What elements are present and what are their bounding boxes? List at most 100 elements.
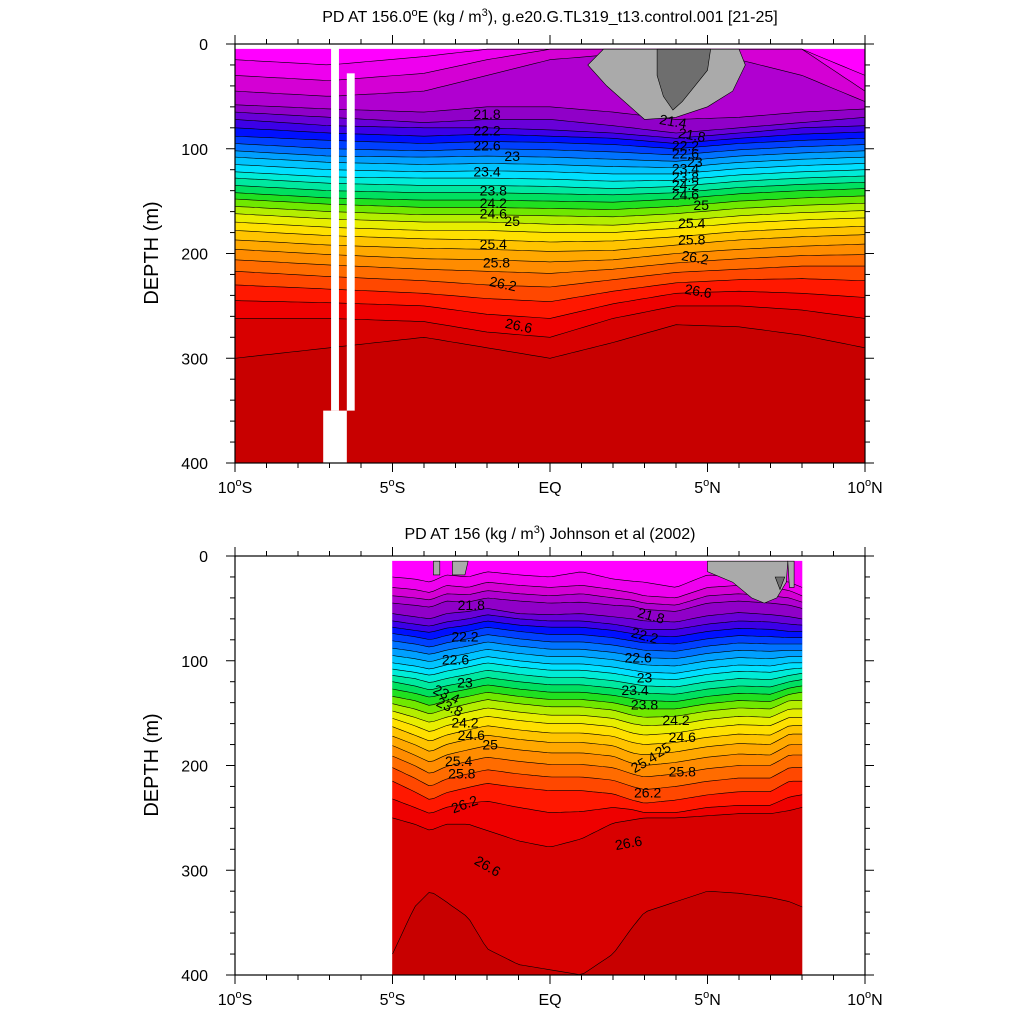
hemisphere: N <box>709 992 721 1009</box>
contour-line <box>234 217 866 233</box>
contour-label: 21.8 <box>636 604 667 627</box>
contour-line <box>392 754 802 778</box>
contour-label: 22.6 <box>625 649 652 665</box>
contour-line <box>234 163 866 175</box>
contour-line <box>392 707 802 726</box>
contour-line <box>392 656 802 674</box>
contour-line <box>234 143 866 156</box>
contour-line <box>392 634 802 652</box>
contour-label: 24.2 <box>451 714 478 730</box>
contour-label: 25 <box>504 213 520 229</box>
contour-line <box>392 691 803 710</box>
contour-label: 24.6 <box>669 729 696 745</box>
hemisphere: S <box>242 992 253 1009</box>
x-tick-label: 10oN <box>847 989 882 1009</box>
y-tick-label: 0 <box>199 549 208 566</box>
contour-label: 23.8 <box>672 169 699 185</box>
contour-line <box>392 794 803 814</box>
contour-label: 22.2 <box>473 123 500 139</box>
contour-label: 26.6 <box>504 315 534 336</box>
contour-label: 25.8 <box>483 255 510 271</box>
contour-line <box>392 807 803 848</box>
chart-title: PD AT 156.0oE (kg / m3), g.e20.G.TL319_t… <box>322 7 777 26</box>
y-tick-label: 0 <box>199 37 208 54</box>
hemisphere: N <box>871 480 883 497</box>
contour-label: 25.8 <box>678 232 705 248</box>
contour-label: 24.6 <box>672 187 699 203</box>
y-tick-label: 200 <box>181 759 208 776</box>
contour-line <box>234 111 866 134</box>
contour-label: 24.2 <box>662 712 689 728</box>
contour-line <box>234 254 866 274</box>
y-tick-label: 400 <box>181 968 208 985</box>
contour-label: 25.4 <box>480 236 507 252</box>
contour-label: 22.2 <box>630 624 661 647</box>
contour-line <box>392 581 803 599</box>
contour-label: 22.2 <box>451 628 478 644</box>
contour-label: 25.4 <box>445 753 472 769</box>
missing-data-mask <box>331 44 339 411</box>
x-tick-number: EQ <box>538 480 561 497</box>
contour-label: 26.2 <box>488 273 518 294</box>
contour-line <box>392 744 802 766</box>
contour-label: 23 <box>637 669 653 685</box>
x-tick-number: 5 <box>694 992 703 1009</box>
contour-label: 26.6 <box>614 833 644 854</box>
hemisphere: N <box>709 480 721 497</box>
contour-line <box>392 662 803 680</box>
y-axis-label: DEPTH (m) <box>141 201 163 304</box>
x-tick-number: EQ <box>538 992 561 1009</box>
contour-line <box>234 48 866 92</box>
land-mask <box>707 560 789 604</box>
contour-label: 22.6 <box>442 651 469 667</box>
y-tick-label: 300 <box>181 351 208 368</box>
contour-line <box>234 127 866 144</box>
contour-line <box>234 243 866 263</box>
degree-sign: o <box>865 989 871 1001</box>
y-tick-label: 200 <box>181 247 208 264</box>
contour-line <box>234 202 866 218</box>
contour-line <box>392 627 802 645</box>
x-tick-number: 5 <box>694 480 703 497</box>
contour-line <box>234 188 866 203</box>
contour-label: 23 <box>687 154 703 170</box>
contour-label: 23 <box>457 674 473 690</box>
contour-label: 23.8 <box>631 696 658 712</box>
x-tick-label: EQ <box>538 480 561 497</box>
land-mask <box>433 560 441 576</box>
contour-line <box>234 182 866 196</box>
land-mask-dark <box>656 48 711 111</box>
y-tick-label: 100 <box>181 142 208 159</box>
y-tick-label: 100 <box>181 654 208 671</box>
contour-line <box>392 590 803 606</box>
contour-line <box>392 725 802 745</box>
x-tick-number: 5 <box>380 480 389 497</box>
contour-line <box>234 195 866 210</box>
hemisphere: N <box>871 992 883 1009</box>
contour-label: 25 <box>693 197 709 213</box>
hemisphere: S <box>395 992 406 1009</box>
contour-label: 21.4 <box>658 111 688 132</box>
land-mask <box>452 560 469 576</box>
contour-line <box>392 649 802 667</box>
contour-line <box>234 48 866 102</box>
x-tick-label: 5oS <box>380 989 406 1009</box>
x-tick-number: 10 <box>218 480 236 497</box>
contour-label: 21.8 <box>473 106 500 122</box>
contour-label: 24.6 <box>480 205 507 221</box>
contour-label: 21.8 <box>458 597 485 613</box>
degree-sign: o <box>236 477 242 489</box>
contour-line <box>235 305 866 338</box>
degree-sign: o <box>236 989 242 1001</box>
x-tick-number: 10 <box>847 992 865 1009</box>
land-mask-dark <box>774 576 786 591</box>
contour-label: 25 <box>652 739 674 761</box>
degree-sign: o <box>703 989 709 1001</box>
x-tick-label: EQ <box>538 992 561 1009</box>
contour-line <box>392 641 802 659</box>
contour-line <box>392 597 803 612</box>
contour-line <box>234 169 866 182</box>
contour-line <box>234 278 866 303</box>
x-tick-label: 10oS <box>218 477 253 497</box>
